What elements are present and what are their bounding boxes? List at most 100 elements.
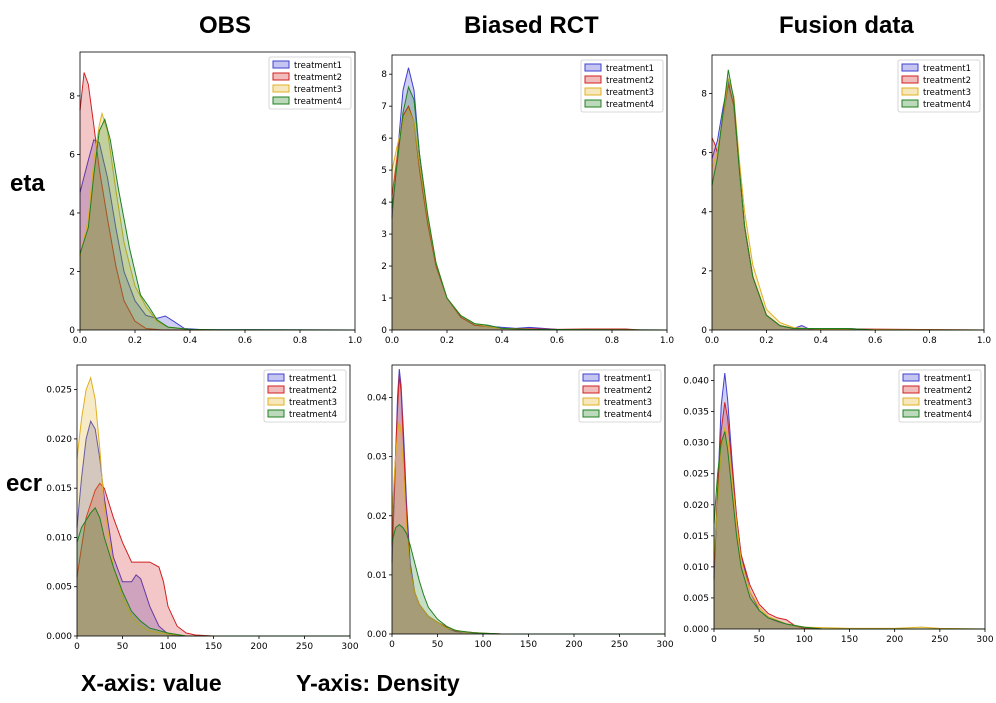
chart-svg-ecr-rct: 0 50 100 150 200 250 300 0.00 0.01 0.02 0.03 0.04 tr… bbox=[367, 364, 674, 650]
density-line-treatment1 bbox=[76, 419, 350, 637]
density-line-treatment4 bbox=[711, 69, 984, 331]
y-tick-label: 3 bbox=[381, 230, 387, 240]
legend-label-treatment4: treatment4 bbox=[289, 410, 337, 420]
legend-swatch-treatment1 bbox=[902, 373, 920, 382]
plot-frame bbox=[79, 51, 356, 331]
x-tick-label: 0.6 bbox=[868, 336, 883, 346]
legend-swatch-treatment2 bbox=[902, 385, 920, 394]
legend: treatment1 treatment2 treatment3 treatment4 bbox=[263, 369, 347, 423]
legend-label-treatment2: treatment2 bbox=[606, 76, 654, 86]
legend-box bbox=[898, 369, 982, 423]
chart-panel-ecr-rct: 0 50 100 150 200 250 300 0.00 0.01 0.02 0.03 0.04 tr… bbox=[367, 364, 674, 650]
legend-label-treatment1: treatment1 bbox=[606, 64, 654, 74]
density-line-treatment2 bbox=[76, 482, 350, 637]
x-tick-label: 0.0 bbox=[705, 336, 720, 346]
column-title-fusion-data: Fusion data bbox=[779, 12, 914, 39]
legend-swatch-treatment2 bbox=[901, 75, 919, 84]
legend-label-treatment3: treatment3 bbox=[606, 88, 654, 98]
x-tick-label: 0 bbox=[74, 642, 80, 652]
legend-label-treatment1: treatment1 bbox=[924, 374, 972, 384]
legend-label-treatment2: treatment2 bbox=[294, 73, 342, 83]
legend-label-treatment3: treatment3 bbox=[923, 88, 971, 98]
y-tick-label: 0.030 bbox=[683, 439, 709, 449]
y-tick-label: 0.020 bbox=[46, 435, 72, 445]
legend-swatch-treatment3 bbox=[267, 397, 285, 406]
legend-swatch-treatment3 bbox=[901, 87, 919, 96]
density-area-treatment4 bbox=[392, 524, 665, 634]
y-tick-label: 0.00 bbox=[367, 630, 387, 640]
x-tick-label: 50 bbox=[753, 635, 765, 645]
x-tick-label: 150 bbox=[841, 635, 858, 645]
series-group bbox=[76, 376, 350, 637]
y-tick-label: 0 bbox=[381, 326, 387, 336]
x-tick-label: 150 bbox=[520, 640, 537, 650]
y-tick-label: 4 bbox=[381, 198, 387, 208]
legend-swatch-treatment4 bbox=[901, 99, 919, 108]
x-tick-label: 250 bbox=[931, 635, 948, 645]
legend-box bbox=[263, 369, 347, 423]
y-tick-label: 0.000 bbox=[46, 632, 72, 642]
density-line-treatment2 bbox=[79, 72, 355, 331]
density-area-treatment4 bbox=[392, 87, 667, 330]
chart-panel-eta-fusion: 0.0 0.2 0.4 0.6 0.8 1.0 0 2 4 6 8 treatment1 treatme… bbox=[701, 54, 991, 346]
x-tick-label: 0.4 bbox=[814, 336, 829, 346]
y-tick-label: 8 bbox=[381, 70, 387, 80]
legend-swatch-treatment3 bbox=[582, 397, 600, 406]
x-tick-label: 0.2 bbox=[759, 336, 773, 346]
density-area-treatment2 bbox=[77, 483, 350, 636]
legend-label-treatment1: treatment1 bbox=[604, 374, 652, 384]
x-tick-label: 0.0 bbox=[385, 336, 400, 346]
density-area-treatment4 bbox=[80, 119, 355, 330]
chart-panel-eta-rct: 0.0 0.2 0.4 0.6 0.8 1.0 0 1 2 3 4 5 6 7 8 treatment1 tre… bbox=[381, 54, 674, 346]
density-line-treatment4 bbox=[713, 431, 985, 630]
legend-label-treatment1: treatment1 bbox=[923, 64, 971, 74]
x-tick-label: 300 bbox=[341, 642, 358, 652]
y-tick-label: 0.005 bbox=[683, 594, 709, 604]
y-tick-label: 0.04 bbox=[367, 394, 387, 404]
row-label-eta: eta bbox=[10, 170, 45, 197]
x-tick-label: 0.6 bbox=[238, 336, 253, 346]
y-tick-label: 0.015 bbox=[683, 532, 709, 542]
x-tick-label: 50 bbox=[432, 640, 444, 650]
y-tick-label: 6 bbox=[69, 150, 75, 160]
legend-label-treatment2: treatment2 bbox=[923, 76, 971, 86]
y-tick-label: 0 bbox=[701, 326, 707, 336]
density-line-treatment3 bbox=[713, 426, 986, 630]
legend: treatment1 treatment2 treatment3 treatment4 bbox=[578, 369, 662, 423]
legend-swatch-treatment3 bbox=[584, 87, 602, 96]
x-tick-label: 1.0 bbox=[977, 336, 992, 346]
legend-swatch-treatment4 bbox=[584, 99, 602, 108]
y-tick-label: 7 bbox=[381, 102, 387, 112]
x-tick-label: 0 bbox=[389, 640, 395, 650]
legend-label-treatment2: treatment2 bbox=[604, 386, 652, 396]
x-tick-label: 50 bbox=[117, 642, 129, 652]
legend: treatment1 treatment2 treatment3 treatment4 bbox=[897, 59, 981, 113]
legend-label-treatment4: treatment4 bbox=[923, 100, 971, 110]
density-line-treatment4 bbox=[391, 523, 665, 635]
y-axis-note: Y-axis: Density bbox=[296, 670, 460, 696]
column-title-biased-rct: Biased RCT bbox=[464, 12, 599, 39]
legend-swatch-treatment4 bbox=[272, 96, 290, 105]
x-tick-label: 0.4 bbox=[495, 336, 510, 346]
x-tick-label: 200 bbox=[565, 640, 582, 650]
density-area-treatment2 bbox=[712, 84, 984, 330]
x-tick-label: 0.8 bbox=[922, 336, 937, 346]
legend: treatment1 treatment2 treatment3 treatment4 bbox=[898, 369, 982, 423]
y-tick-label: 0 bbox=[69, 326, 75, 336]
density-area-treatment4 bbox=[714, 431, 985, 629]
legend-label-treatment4: treatment4 bbox=[606, 100, 654, 110]
legend-swatch-treatment4 bbox=[582, 409, 600, 418]
y-tick-label: 8 bbox=[701, 89, 707, 99]
row-label-ecr: ecr bbox=[6, 470, 43, 497]
density-line-treatment3 bbox=[391, 421, 665, 635]
column-title-obs: OBS bbox=[199, 12, 252, 39]
density-area-treatment2 bbox=[392, 106, 667, 330]
chart-svg-eta-rct: 0.0 0.2 0.4 0.6 0.8 1.0012345678treatment1tre… bbox=[381, 54, 674, 346]
legend-swatch-treatment4 bbox=[902, 409, 920, 418]
density-area-treatment2 bbox=[392, 375, 665, 634]
x-tick-label: 150 bbox=[205, 642, 222, 652]
plot-frame bbox=[391, 54, 668, 331]
legend-label-treatment4: treatment4 bbox=[924, 410, 972, 420]
x-tick-label: 300 bbox=[976, 635, 993, 645]
y-tick-label: 0.010 bbox=[683, 563, 709, 573]
